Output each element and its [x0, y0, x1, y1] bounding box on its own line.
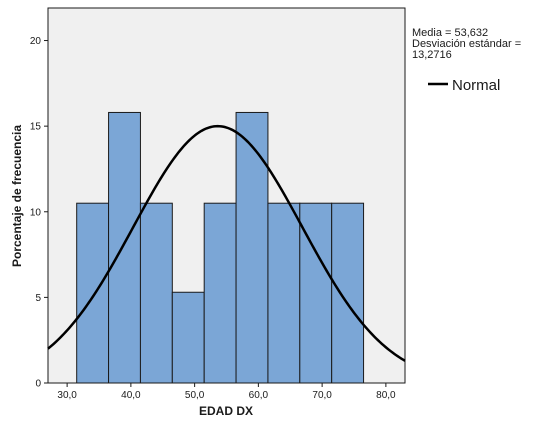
legend: Normal	[428, 77, 500, 94]
histogram-bar-3	[139, 202, 173, 384]
histogram-bar-4	[171, 291, 205, 384]
x-tick-label-1: 30,0	[57, 390, 77, 401]
y-tick-label-2: 5	[35, 293, 41, 304]
x-axis: 30,0 40,0 50,0 60,0 70,0 80,0	[57, 383, 396, 401]
x-tick-label-5: 70,0	[312, 390, 332, 401]
histogram-bar-9	[331, 202, 365, 384]
x-axis-title: EDAD DX	[199, 404, 253, 418]
legend-normal-label: Normal	[452, 77, 500, 94]
histogram-bar-5	[203, 202, 237, 384]
histogram-bar-1	[76, 202, 110, 384]
x-tick-label-4: 60,0	[249, 390, 269, 401]
histogram-bars	[76, 111, 365, 384]
y-axis-title: Porcentaje de frecuencia	[10, 125, 24, 267]
stats-sd-value: 13,2716	[412, 49, 452, 61]
stats-mean: Media = 53,632	[412, 27, 488, 39]
y-tick-label-1: 0	[35, 379, 41, 390]
histogram-bar-7	[267, 202, 301, 384]
stats-box: Media = 53,632 Desviación estándar = 13,…	[412, 27, 521, 61]
normal-curve	[47, 124, 406, 362]
y-tick-label-5: 20	[30, 36, 42, 47]
histogram-bar-2	[108, 111, 141, 384]
y-tick-label-3: 10	[30, 207, 42, 218]
histogram-bar-6	[235, 111, 269, 384]
stats-sd-label: Desviación estándar =	[412, 38, 521, 50]
y-tick-label-4: 15	[30, 122, 42, 133]
x-tick-label-6: 80,0	[376, 390, 396, 401]
y-axis: 0 5 10 15 20	[30, 36, 48, 390]
x-tick-label-2: 40,0	[121, 390, 141, 401]
x-tick-label-3: 50,0	[185, 390, 205, 401]
